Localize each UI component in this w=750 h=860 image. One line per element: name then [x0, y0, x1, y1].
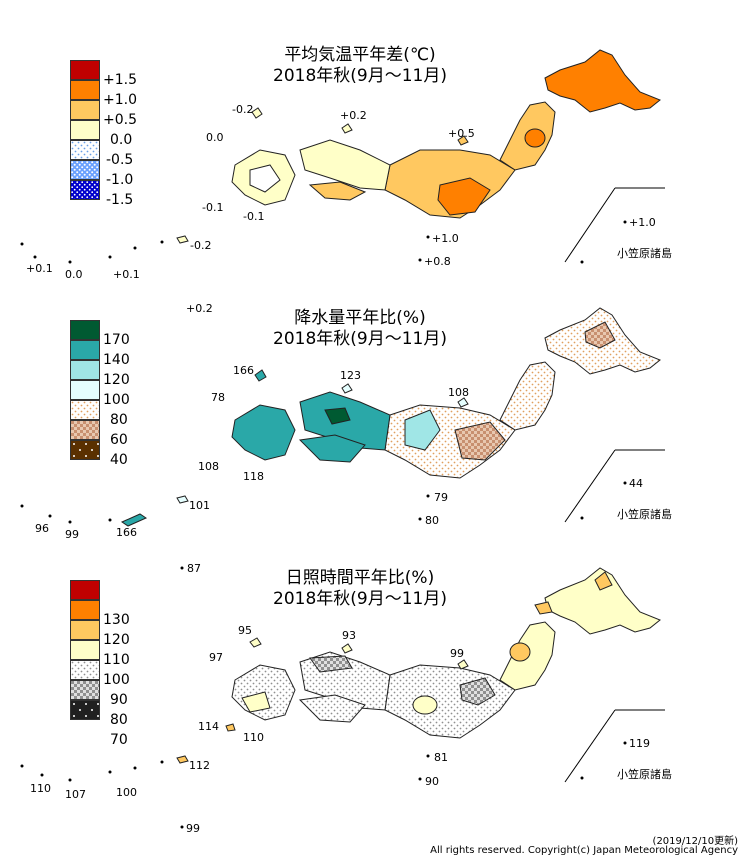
map-value: 44	[629, 477, 643, 490]
ogasawara-label: 小笠原諸島	[617, 508, 672, 521]
map-value: +0.2	[186, 302, 213, 315]
ogasawara-label: 小笠原諸島	[617, 768, 672, 781]
legend-swatch	[70, 620, 100, 640]
map-value: -0.1	[243, 210, 265, 223]
map-value: 166	[233, 364, 254, 377]
map-value: 79	[434, 491, 448, 504]
map-value: 99	[65, 528, 79, 541]
sunshine-map	[20, 566, 665, 829]
precipitation-panel: 降水量平年比(%) 2018年秋(9月～11月) 170 140 120 100…	[0, 290, 750, 550]
legend-swatch	[70, 660, 100, 680]
sunshine-title: 日照時間平年比(%) 2018年秋(9月～11月)	[273, 568, 447, 609]
legend-label: 120	[103, 632, 130, 648]
legend-label: 170	[103, 332, 130, 348]
map-value: 166	[116, 526, 137, 539]
map-value: 95	[238, 624, 252, 637]
map-value: +0.5	[448, 127, 475, 140]
legend-swatch	[70, 380, 100, 400]
legend-swatch	[70, 120, 100, 140]
legend-swatch	[70, 440, 100, 460]
map-value: 114	[198, 720, 219, 733]
legend-swatch	[70, 640, 100, 660]
map-value: +1.0	[432, 232, 459, 245]
precipitation-title: 降水量平年比(%) 2018年秋(9月～11月)	[273, 308, 447, 349]
map-value: 108	[448, 386, 469, 399]
map-value: -0.2	[232, 103, 254, 116]
update-date: (2019/12/10更新)	[652, 836, 738, 847]
legend-swatch	[70, 140, 100, 160]
map-value: 97	[209, 651, 223, 664]
legend-label: 100	[103, 672, 130, 688]
legend-swatch	[70, 100, 100, 120]
map-value: 87	[187, 562, 201, 575]
map-value: 0.0	[206, 131, 224, 144]
legend-label: 140	[103, 352, 130, 368]
map-value: 81	[434, 751, 448, 764]
ogasawara-label: 小笠原諸島	[617, 247, 672, 260]
legend-label: 80	[110, 412, 128, 428]
legend-label: +1.5	[103, 72, 137, 88]
legend-label: 60	[110, 432, 128, 448]
map-value: 112	[189, 759, 210, 772]
map-value: 123	[340, 369, 361, 382]
legend-label: 110	[103, 652, 130, 668]
map-value: +1.0	[629, 216, 656, 229]
legend-label: 0.0	[110, 132, 133, 148]
legend-label: -1.5	[106, 192, 134, 208]
legend-label: 100	[103, 392, 130, 408]
sunshine-panel: 日照時間平年比(%) 2018年秋(9月～11月) 130 120 110 10…	[0, 550, 750, 835]
legend-label: 70	[110, 732, 128, 748]
temperature-panel: 平均気温平年差(℃) 2018年秋(9月～11月) +1.5 +1.0 +0.5…	[0, 0, 750, 315]
map-value: 110	[30, 782, 51, 795]
legend-label: 40	[110, 452, 128, 468]
legend-swatch	[70, 420, 100, 440]
map-value: 99	[450, 647, 464, 660]
legend-label: -0.5	[106, 152, 134, 168]
map-value: 0.0	[65, 268, 83, 281]
map-value: 118	[243, 470, 264, 483]
map-value: 78	[211, 391, 225, 404]
legend-swatch	[70, 680, 100, 700]
map-value: +0.2	[340, 109, 367, 122]
legend-label: 80	[110, 712, 128, 728]
copyright: All rights reserved. Copyright(c) Japan …	[430, 845, 738, 856]
map-value: 108	[198, 460, 219, 473]
legend-swatch	[70, 180, 100, 200]
legend-label: -1.0	[106, 172, 134, 188]
precipitation-map	[20, 307, 665, 527]
legend-swatch	[70, 600, 100, 620]
legend-swatch	[70, 340, 100, 360]
legend-label: 90	[110, 692, 128, 708]
legend-label: +0.5	[103, 112, 137, 128]
map-value: 99	[186, 822, 200, 835]
map-value: 110	[243, 731, 264, 744]
map-value: -0.2	[190, 239, 212, 252]
map-value: 107	[65, 788, 86, 801]
legend-swatch	[70, 160, 100, 180]
map-value: 101	[189, 499, 210, 512]
map-value: +0.1	[26, 262, 53, 275]
legend-swatch	[70, 400, 100, 420]
legend-label: 120	[103, 372, 130, 388]
map-value: 119	[629, 737, 650, 750]
legend-label: +1.0	[103, 92, 137, 108]
map-value: 80	[425, 514, 439, 527]
legend-swatch	[70, 360, 100, 380]
map-value: +0.1	[113, 268, 140, 281]
map-value: -0.1	[202, 201, 224, 214]
legend-swatch	[70, 580, 100, 600]
legend-swatch	[70, 60, 100, 80]
map-value: 93	[342, 629, 356, 642]
map-value: +0.8	[424, 255, 451, 268]
map-value: 90	[425, 775, 439, 788]
legend-label: 130	[103, 612, 130, 628]
temperature-title: 平均気温平年差(℃) 2018年秋(9月～11月)	[273, 45, 447, 86]
temperature-map	[20, 49, 665, 264]
map-value: 96	[35, 522, 49, 535]
legend-swatch	[70, 320, 100, 340]
legend-swatch	[70, 80, 100, 100]
legend-swatch	[70, 700, 100, 720]
map-value: 100	[116, 786, 137, 799]
